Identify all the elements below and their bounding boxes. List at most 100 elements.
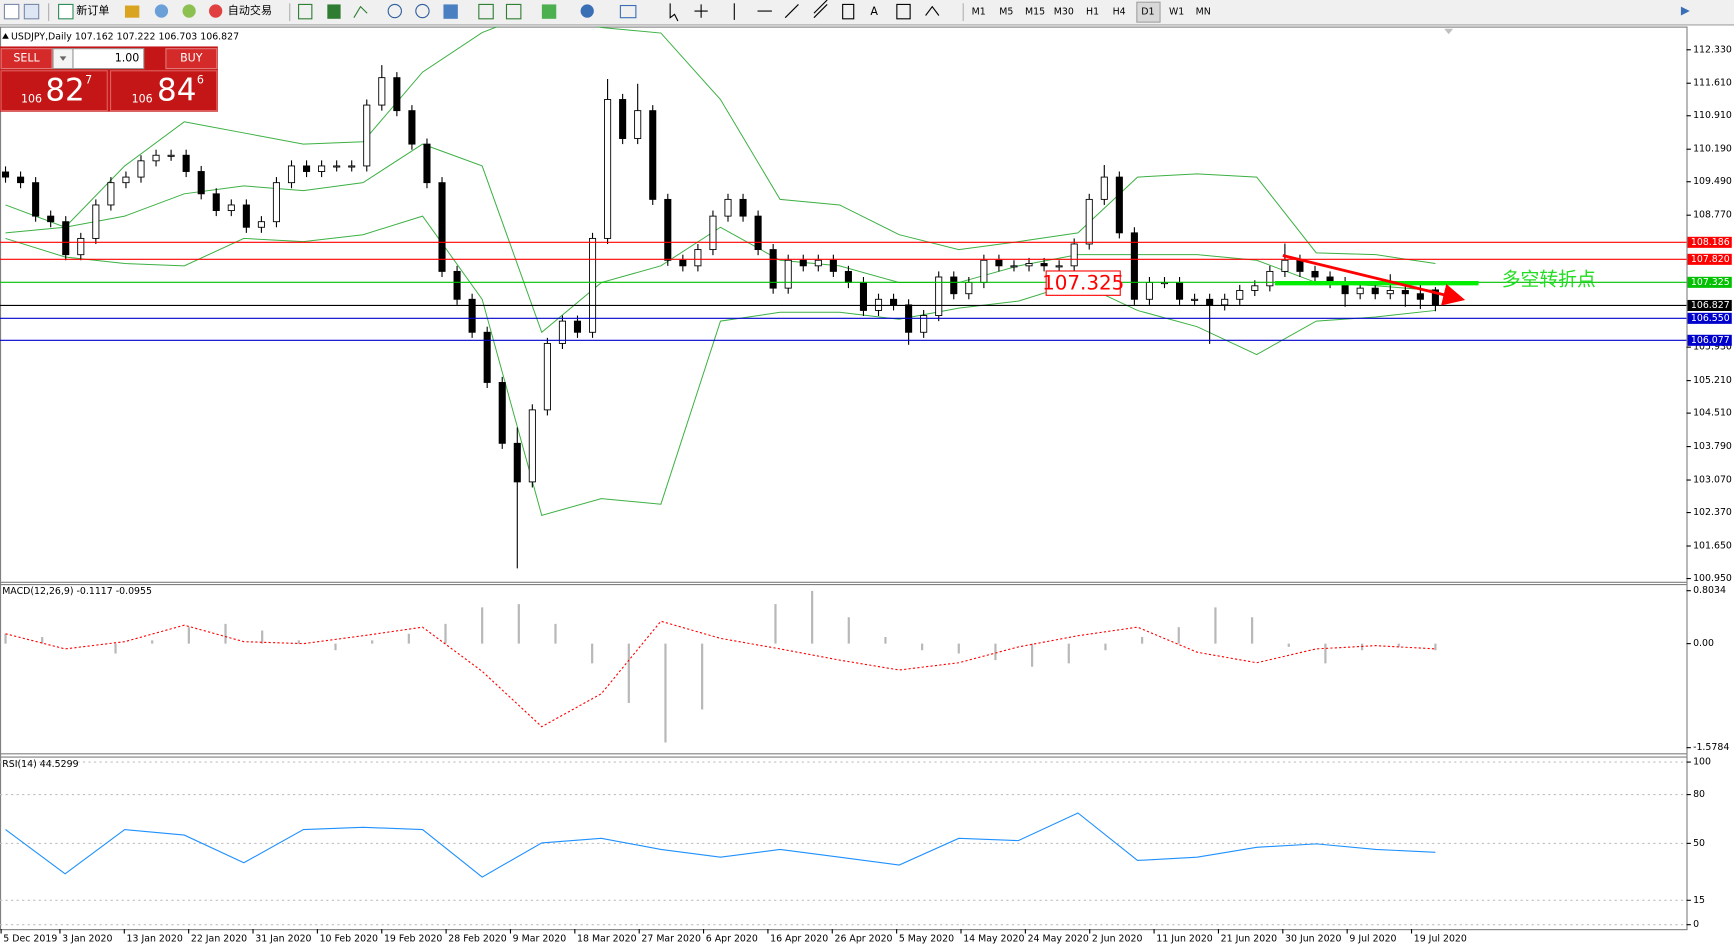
- candle-body: [859, 282, 867, 311]
- buy-button[interactable]: [165, 48, 218, 70]
- candle-body: [107, 182, 115, 206]
- toolbar: 新订单 自动交易 A M1 M5 M15 M30 H1 H4 D1 W1 MN: [0, 0, 1734, 26]
- icon-trendline[interactable]: [784, 4, 799, 19]
- icon-terminal[interactable]: [1680, 6, 1690, 16]
- y-tick-label: 80: [1693, 789, 1705, 800]
- candle-body: [1130, 232, 1138, 300]
- x-tick-label: 30 Jun 2020: [1285, 934, 1342, 945]
- icon-text-tool[interactable]: A: [870, 5, 878, 18]
- timeframe-button[interactable]: M15: [1025, 7, 1045, 18]
- icon-navigator[interactable]: [182, 4, 196, 18]
- icon-cursor[interactable]: [669, 3, 679, 22]
- icon-label[interactable]: [896, 3, 911, 20]
- icon-fibo[interactable]: [842, 3, 855, 20]
- timeframe-button[interactable]: M1: [972, 7, 986, 18]
- icon-shift[interactable]: [505, 3, 522, 20]
- sell-label[interactable]: SELL: [13, 52, 40, 65]
- y-tick-label: 101.650: [1693, 541, 1732, 552]
- sell-big-figure[interactable]: 106: [21, 93, 42, 106]
- icon-zoom-in[interactable]: [387, 3, 402, 19]
- spinner-arrow: [59, 56, 67, 61]
- buy-price-box[interactable]: [110, 70, 218, 112]
- icon-templates[interactable]: [619, 4, 637, 19]
- axes: 112.330 111.610 110.910 110.190 109.490 108.7…: [0, 44, 1732, 945]
- auto-trading-label[interactable]: 自动交易: [228, 3, 272, 17]
- y-tick-label: 0.8034: [1693, 585, 1726, 596]
- candle-body: [438, 182, 446, 272]
- sell-price-box[interactable]: [0, 70, 108, 112]
- icon-new-order[interactable]: [58, 3, 74, 20]
- timeframe-button[interactable]: M30: [1054, 7, 1074, 18]
- icon-tile[interactable]: [443, 4, 458, 19]
- buy-big-figure[interactable]: 106: [132, 93, 153, 106]
- candle-body: [754, 215, 762, 251]
- icon-data-window[interactable]: [154, 4, 169, 18]
- y-tick-label: -1.5784: [1693, 742, 1729, 753]
- timeframe-button[interactable]: H4: [1113, 7, 1126, 18]
- icon-zoom-out[interactable]: [415, 3, 430, 19]
- y-tick-label: 100: [1693, 757, 1711, 768]
- icon-candles[interactable]: [327, 4, 341, 19]
- icon-periods[interactable]: [580, 4, 594, 18]
- icon-autoscroll[interactable]: [478, 3, 494, 20]
- icon-crosshair[interactable]: [694, 4, 708, 18]
- candle-body: [1100, 176, 1108, 200]
- timeframe-button[interactable]: M5: [999, 7, 1013, 18]
- panel-title: RSI(14) 44.5299: [2, 759, 78, 770]
- candle-body: [1070, 243, 1078, 267]
- candle-body: [287, 165, 296, 184]
- icon-indicators[interactable]: [541, 4, 557, 19]
- trade-panel: SELL 1.00 BUY 106 82 7 106 84 6: [0, 46, 218, 112]
- candle-body: [604, 99, 612, 239]
- level-price-tag: [1687, 236, 1732, 248]
- candle-body: [1085, 198, 1093, 245]
- level-price-tag: [1687, 334, 1732, 346]
- y-tick-label: 111.610: [1693, 78, 1732, 89]
- x-tick-label: 21 Jun 2020: [1221, 934, 1278, 945]
- icon-market-watch[interactable]: [124, 5, 140, 18]
- icon-line-chart[interactable]: [353, 5, 368, 18]
- candle-body: [513, 442, 521, 483]
- timeframe-button[interactable]: H1: [1086, 7, 1099, 18]
- macd-panel: [4, 590, 1437, 743]
- x-tick-label: 10 Feb 2020: [320, 934, 378, 945]
- y-tick-label: 102.370: [1693, 507, 1732, 518]
- chart-frame: [0, 26, 1688, 931]
- candle-body: [257, 221, 265, 228]
- buy-label[interactable]: BUY: [180, 52, 203, 65]
- chart-border: [0, 26, 1688, 931]
- candle-body: [799, 259, 807, 267]
- new-order-label[interactable]: 新订单: [76, 3, 109, 17]
- timeframe-button[interactable]: D1: [1141, 7, 1154, 18]
- x-tick-label: 3 Jan 2020: [62, 934, 112, 945]
- candle-body: [709, 215, 717, 251]
- candle-body: [1206, 298, 1214, 306]
- timeframe-button[interactable]: MN: [1196, 7, 1211, 18]
- buy-fraction[interactable]: 6: [197, 74, 204, 87]
- x-tick-label: 6 Apr 2020: [706, 934, 758, 945]
- candle-body: [92, 204, 100, 239]
- y-tick-label: 50: [1693, 838, 1705, 849]
- icon-bar-chart[interactable]: [298, 3, 313, 20]
- sell-pips[interactable]: 82: [45, 72, 84, 108]
- icon-arrows[interactable]: [925, 5, 940, 16]
- icon-new-chart[interactable]: [3, 3, 20, 20]
- lot-value[interactable]: 1.00: [115, 52, 140, 65]
- lot-input[interactable]: [72, 48, 145, 70]
- sell-fraction[interactable]: 7: [85, 74, 92, 87]
- sell-button[interactable]: [0, 48, 53, 70]
- icon-auto-trading[interactable]: [209, 4, 223, 18]
- timeframe-button[interactable]: W1: [1169, 7, 1184, 18]
- icon-channel[interactable]: [813, 0, 828, 19]
- candle-body: [874, 298, 883, 311]
- candle-body: [167, 154, 175, 157]
- rsi-panel: [0, 761, 1687, 926]
- toolbar-bg: [0, 0, 1734, 25]
- y-tick-label: 108.770: [1693, 210, 1732, 221]
- candle-body: [272, 182, 280, 223]
- icon-profiles[interactable]: [23, 3, 40, 20]
- y-tick-label: 105.210: [1693, 375, 1732, 386]
- candle-body: [17, 176, 25, 184]
- buy-pips[interactable]: 84: [157, 72, 196, 108]
